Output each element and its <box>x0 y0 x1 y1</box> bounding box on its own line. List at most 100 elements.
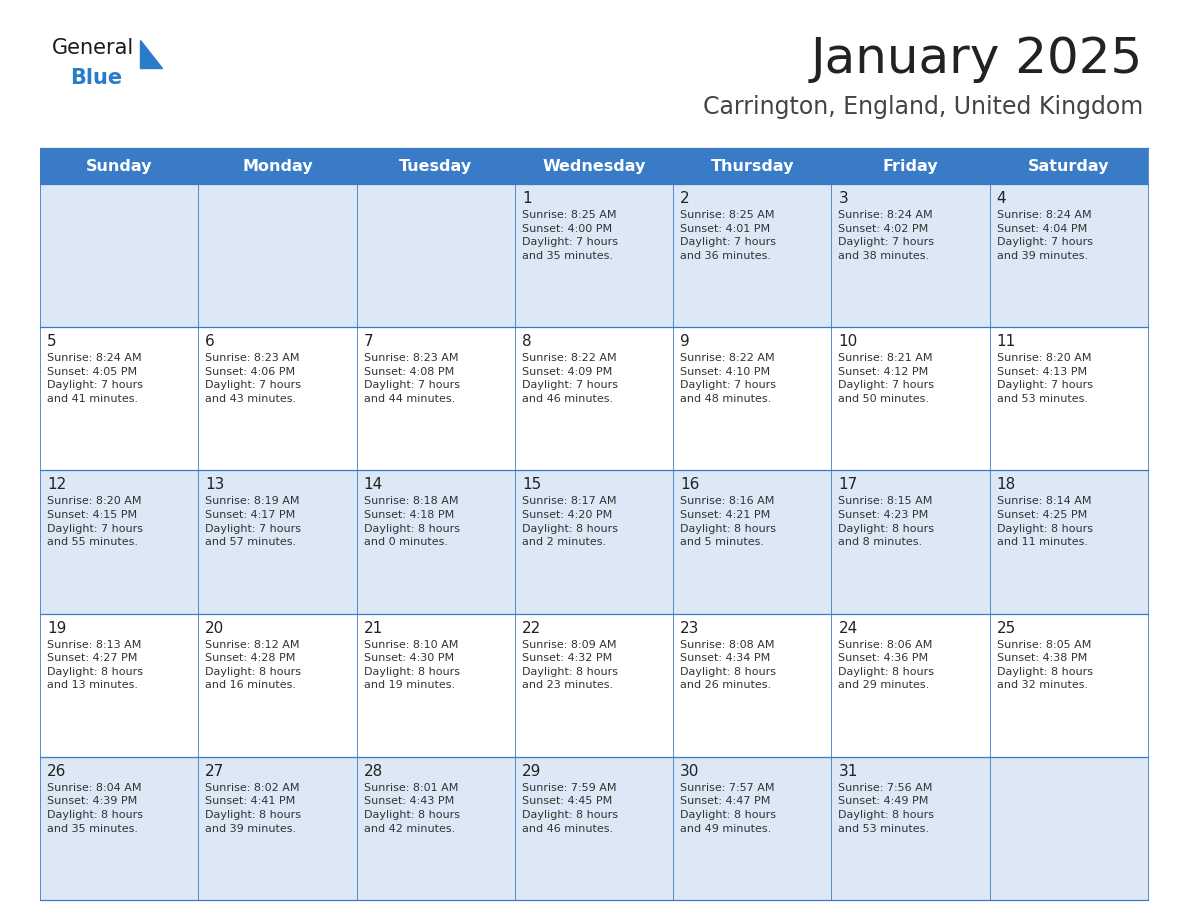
Text: 30: 30 <box>681 764 700 778</box>
Text: 12: 12 <box>48 477 67 492</box>
Text: Sunrise: 8:22 AM
Sunset: 4:09 PM
Daylight: 7 hours
and 46 minutes.: Sunrise: 8:22 AM Sunset: 4:09 PM Dayligh… <box>522 353 618 404</box>
Text: Sunrise: 8:16 AM
Sunset: 4:21 PM
Daylight: 8 hours
and 5 minutes.: Sunrise: 8:16 AM Sunset: 4:21 PM Dayligh… <box>681 497 776 547</box>
Text: Sunrise: 8:24 AM
Sunset: 4:05 PM
Daylight: 7 hours
and 41 minutes.: Sunrise: 8:24 AM Sunset: 4:05 PM Dayligh… <box>48 353 143 404</box>
Text: 28: 28 <box>364 764 383 778</box>
Text: Sunrise: 8:06 AM
Sunset: 4:36 PM
Daylight: 8 hours
and 29 minutes.: Sunrise: 8:06 AM Sunset: 4:36 PM Dayligh… <box>839 640 935 690</box>
Bar <box>674 613 832 756</box>
Text: 4: 4 <box>997 191 1006 206</box>
Text: Sunrise: 8:04 AM
Sunset: 4:39 PM
Daylight: 8 hours
and 35 minutes.: Sunrise: 8:04 AM Sunset: 4:39 PM Dayligh… <box>48 783 143 834</box>
Text: 23: 23 <box>681 621 700 635</box>
Text: Thursday: Thursday <box>710 159 794 174</box>
Bar <box>40 470 198 613</box>
Text: 5: 5 <box>48 334 57 349</box>
Bar <box>356 613 514 756</box>
Bar <box>514 327 674 470</box>
Text: Sunrise: 8:24 AM
Sunset: 4:02 PM
Daylight: 7 hours
and 38 minutes.: Sunrise: 8:24 AM Sunset: 4:02 PM Dayligh… <box>839 210 935 261</box>
Text: 22: 22 <box>522 621 541 635</box>
Text: 21: 21 <box>364 621 383 635</box>
Bar <box>832 327 990 470</box>
Text: Sunrise: 8:23 AM
Sunset: 4:08 PM
Daylight: 7 hours
and 44 minutes.: Sunrise: 8:23 AM Sunset: 4:08 PM Dayligh… <box>364 353 460 404</box>
Bar <box>514 756 674 900</box>
Bar <box>674 756 832 900</box>
Text: 6: 6 <box>206 334 215 349</box>
Text: Sunrise: 8:17 AM
Sunset: 4:20 PM
Daylight: 8 hours
and 2 minutes.: Sunrise: 8:17 AM Sunset: 4:20 PM Dayligh… <box>522 497 618 547</box>
Text: Sunrise: 8:12 AM
Sunset: 4:28 PM
Daylight: 8 hours
and 16 minutes.: Sunrise: 8:12 AM Sunset: 4:28 PM Dayligh… <box>206 640 302 690</box>
Text: Sunrise: 8:25 AM
Sunset: 4:00 PM
Daylight: 7 hours
and 35 minutes.: Sunrise: 8:25 AM Sunset: 4:00 PM Dayligh… <box>522 210 618 261</box>
Bar <box>514 470 674 613</box>
Text: Sunrise: 8:01 AM
Sunset: 4:43 PM
Daylight: 8 hours
and 42 minutes.: Sunrise: 8:01 AM Sunset: 4:43 PM Dayligh… <box>364 783 460 834</box>
Text: Monday: Monday <box>242 159 312 174</box>
Text: Sunrise: 8:20 AM
Sunset: 4:15 PM
Daylight: 7 hours
and 55 minutes.: Sunrise: 8:20 AM Sunset: 4:15 PM Dayligh… <box>48 497 143 547</box>
Bar <box>514 148 674 184</box>
Bar <box>990 470 1148 613</box>
Text: 17: 17 <box>839 477 858 492</box>
Bar <box>832 184 990 327</box>
Bar <box>356 756 514 900</box>
Text: Sunrise: 8:18 AM
Sunset: 4:18 PM
Daylight: 8 hours
and 0 minutes.: Sunrise: 8:18 AM Sunset: 4:18 PM Dayligh… <box>364 497 460 547</box>
Bar <box>356 148 514 184</box>
Text: 29: 29 <box>522 764 542 778</box>
Bar <box>990 148 1148 184</box>
Text: Sunrise: 8:14 AM
Sunset: 4:25 PM
Daylight: 8 hours
and 11 minutes.: Sunrise: 8:14 AM Sunset: 4:25 PM Dayligh… <box>997 497 1093 547</box>
Bar <box>40 756 198 900</box>
Text: Carrington, England, United Kingdom: Carrington, England, United Kingdom <box>703 95 1143 119</box>
Text: Sunrise: 8:05 AM
Sunset: 4:38 PM
Daylight: 8 hours
and 32 minutes.: Sunrise: 8:05 AM Sunset: 4:38 PM Dayligh… <box>997 640 1093 690</box>
Bar <box>198 148 356 184</box>
Text: Sunrise: 8:20 AM
Sunset: 4:13 PM
Daylight: 7 hours
and 53 minutes.: Sunrise: 8:20 AM Sunset: 4:13 PM Dayligh… <box>997 353 1093 404</box>
Text: Tuesday: Tuesday <box>399 159 473 174</box>
Text: 2: 2 <box>681 191 690 206</box>
Bar <box>40 327 198 470</box>
Bar <box>40 148 198 184</box>
Text: 15: 15 <box>522 477 541 492</box>
Text: Sunrise: 8:08 AM
Sunset: 4:34 PM
Daylight: 8 hours
and 26 minutes.: Sunrise: 8:08 AM Sunset: 4:34 PM Dayligh… <box>681 640 776 690</box>
Text: 26: 26 <box>48 764 67 778</box>
Bar <box>198 470 356 613</box>
Bar <box>356 327 514 470</box>
Text: Sunrise: 8:09 AM
Sunset: 4:32 PM
Daylight: 8 hours
and 23 minutes.: Sunrise: 8:09 AM Sunset: 4:32 PM Dayligh… <box>522 640 618 690</box>
Bar <box>198 613 356 756</box>
Text: 7: 7 <box>364 334 373 349</box>
Bar <box>832 148 990 184</box>
Bar <box>674 184 832 327</box>
Bar <box>40 184 198 327</box>
Text: General: General <box>52 38 134 58</box>
Text: Sunrise: 8:13 AM
Sunset: 4:27 PM
Daylight: 8 hours
and 13 minutes.: Sunrise: 8:13 AM Sunset: 4:27 PM Dayligh… <box>48 640 143 690</box>
Text: 25: 25 <box>997 621 1016 635</box>
Bar <box>514 613 674 756</box>
Text: Sunrise: 8:15 AM
Sunset: 4:23 PM
Daylight: 8 hours
and 8 minutes.: Sunrise: 8:15 AM Sunset: 4:23 PM Dayligh… <box>839 497 935 547</box>
Text: 9: 9 <box>681 334 690 349</box>
Bar <box>990 184 1148 327</box>
Text: 18: 18 <box>997 477 1016 492</box>
Text: 8: 8 <box>522 334 531 349</box>
Bar <box>674 148 832 184</box>
Bar <box>674 470 832 613</box>
Text: Sunrise: 8:24 AM
Sunset: 4:04 PM
Daylight: 7 hours
and 39 minutes.: Sunrise: 8:24 AM Sunset: 4:04 PM Dayligh… <box>997 210 1093 261</box>
Text: 27: 27 <box>206 764 225 778</box>
Polygon shape <box>140 40 162 68</box>
Text: Sunrise: 7:57 AM
Sunset: 4:47 PM
Daylight: 8 hours
and 49 minutes.: Sunrise: 7:57 AM Sunset: 4:47 PM Dayligh… <box>681 783 776 834</box>
Bar <box>832 470 990 613</box>
Text: Sunrise: 8:21 AM
Sunset: 4:12 PM
Daylight: 7 hours
and 50 minutes.: Sunrise: 8:21 AM Sunset: 4:12 PM Dayligh… <box>839 353 935 404</box>
Bar <box>356 470 514 613</box>
Text: 13: 13 <box>206 477 225 492</box>
Text: 14: 14 <box>364 477 383 492</box>
Text: 11: 11 <box>997 334 1016 349</box>
Text: Wednesday: Wednesday <box>542 159 646 174</box>
Text: 31: 31 <box>839 764 858 778</box>
Bar <box>832 756 990 900</box>
Bar <box>514 184 674 327</box>
Bar <box>990 327 1148 470</box>
Text: 16: 16 <box>681 477 700 492</box>
Text: January 2025: January 2025 <box>810 35 1143 83</box>
Bar <box>990 613 1148 756</box>
Text: Blue: Blue <box>70 68 122 88</box>
Text: 3: 3 <box>839 191 848 206</box>
Text: 10: 10 <box>839 334 858 349</box>
Bar <box>198 327 356 470</box>
Bar <box>832 613 990 756</box>
Text: Friday: Friday <box>883 159 939 174</box>
Bar <box>198 756 356 900</box>
Bar <box>198 184 356 327</box>
Text: Sunrise: 8:22 AM
Sunset: 4:10 PM
Daylight: 7 hours
and 48 minutes.: Sunrise: 8:22 AM Sunset: 4:10 PM Dayligh… <box>681 353 776 404</box>
Bar <box>356 184 514 327</box>
